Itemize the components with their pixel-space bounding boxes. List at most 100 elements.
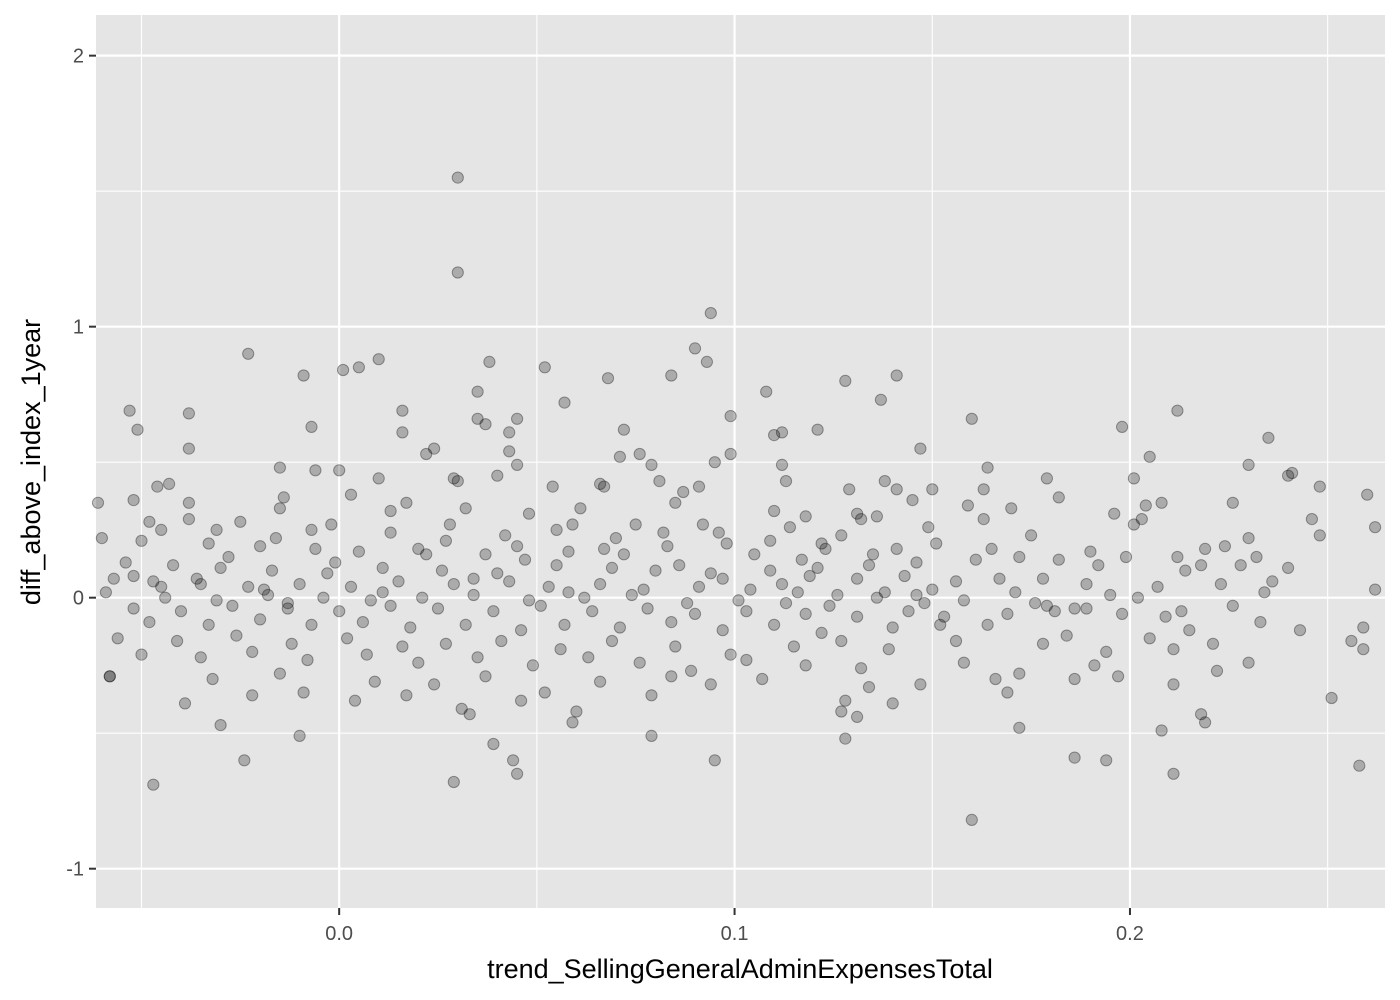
- scatter-point: [1218, 540, 1232, 553]
- scatter-point: [1143, 632, 1156, 645]
- scatter-point: [281, 597, 294, 610]
- scatter-point: [510, 767, 524, 780]
- scatter-point: [127, 494, 140, 507]
- scatter-point: [467, 572, 480, 585]
- scatter-point: [1171, 404, 1184, 417]
- scatter-point: [1040, 599, 1054, 612]
- scatter-point: [823, 599, 836, 612]
- scatter-point: [1040, 472, 1054, 485]
- scatter-point: [396, 426, 409, 439]
- scatter-point: [930, 537, 943, 550]
- scatter-point: [791, 586, 804, 599]
- scatter-point: [740, 653, 753, 667]
- scatter-point: [851, 610, 864, 623]
- scatter-point: [455, 702, 468, 715]
- scatter-point: [254, 613, 267, 626]
- scatter-point: [981, 618, 994, 631]
- scatter-point: [1155, 724, 1168, 737]
- scatter-point: [732, 594, 745, 607]
- scatter-point: [851, 572, 864, 585]
- scatter-point: [392, 575, 405, 588]
- scatter-point: [510, 540, 524, 553]
- scatter-point: [665, 616, 678, 629]
- scatter-point: [546, 480, 559, 493]
- x-axis-ticks: 0.0 0.1 0.2: [325, 908, 1144, 945]
- scatter-point: [1036, 637, 1050, 650]
- scatter-point: [855, 513, 868, 526]
- scatter-point: [526, 659, 540, 672]
- scatter-point: [1282, 561, 1295, 575]
- scatter-point: [1179, 564, 1192, 577]
- scatter-point: [506, 754, 520, 767]
- scatter-point: [1068, 602, 1081, 615]
- scatter-point: [1210, 664, 1224, 678]
- scatter-point: [111, 632, 124, 645]
- scatter-point: [396, 640, 409, 653]
- scatter-point: [601, 372, 615, 385]
- scatter-point: [471, 412, 484, 425]
- scatter-point: [309, 464, 322, 477]
- scatter-point: [657, 526, 670, 539]
- scatter-point: [665, 369, 678, 382]
- scatter-point: [1195, 708, 1208, 721]
- scatter-point: [400, 689, 413, 702]
- scatter-point: [957, 656, 971, 669]
- y-tick-label: 1: [73, 317, 84, 339]
- scatter-point: [1108, 507, 1121, 520]
- scatter-point: [787, 640, 801, 653]
- scatter-point: [163, 477, 176, 490]
- scatter-point: [479, 418, 492, 431]
- scatter-point: [135, 534, 148, 547]
- scatter-point: [562, 586, 575, 599]
- scatter-point: [352, 545, 365, 558]
- scatter-point: [574, 502, 587, 515]
- scatter-point: [1104, 588, 1117, 602]
- scatter-point: [839, 374, 852, 387]
- scatter-point: [669, 496, 682, 509]
- scatter-point: [582, 651, 595, 664]
- scatter-point: [977, 513, 990, 526]
- scatter-point: [182, 496, 195, 509]
- scatter-point: [811, 423, 824, 436]
- data-points: [91, 171, 1382, 827]
- scatter-point: [479, 670, 492, 683]
- scatter-point: [1068, 751, 1081, 764]
- scatter-point: [1266, 575, 1279, 588]
- scatter-point: [851, 710, 864, 724]
- scatter-point: [364, 594, 377, 607]
- scatter-point: [317, 591, 330, 604]
- scatter-point: [775, 578, 789, 591]
- scatter-point: [1025, 529, 1038, 542]
- scatter-point: [839, 694, 852, 707]
- scatter-point: [708, 754, 721, 767]
- scatter-point: [202, 618, 215, 631]
- scatter-point: [1100, 645, 1113, 659]
- scatter-point: [412, 542, 425, 556]
- scatter-point: [1001, 607, 1014, 621]
- scatter-point: [329, 556, 342, 569]
- scatter-point: [1116, 420, 1129, 433]
- scatter-point: [95, 532, 109, 545]
- scatter-point: [1159, 610, 1172, 623]
- scatter-point: [515, 694, 528, 707]
- scatter-point: [878, 586, 891, 599]
- scatter-point: [613, 621, 627, 634]
- scatter-point: [764, 534, 777, 547]
- y-tick-label: 0: [73, 588, 84, 610]
- scatter-point: [257, 583, 271, 596]
- scatter-point: [293, 578, 306, 591]
- scatter-point: [934, 618, 947, 631]
- scatter-point: [740, 605, 753, 618]
- scatter-point: [1013, 721, 1026, 734]
- scatter-point: [459, 618, 472, 631]
- scatter-point: [194, 651, 207, 664]
- scatter-point: [420, 548, 433, 561]
- scatter-point: [1013, 550, 1026, 564]
- scatter-point: [384, 504, 397, 518]
- scatter-point: [1139, 499, 1152, 512]
- scatter-point: [447, 775, 460, 789]
- scatter-point: [835, 529, 848, 542]
- scatter-point: [1127, 518, 1141, 531]
- scatter-point: [1199, 542, 1212, 556]
- major-gridlines: [96, 15, 1385, 908]
